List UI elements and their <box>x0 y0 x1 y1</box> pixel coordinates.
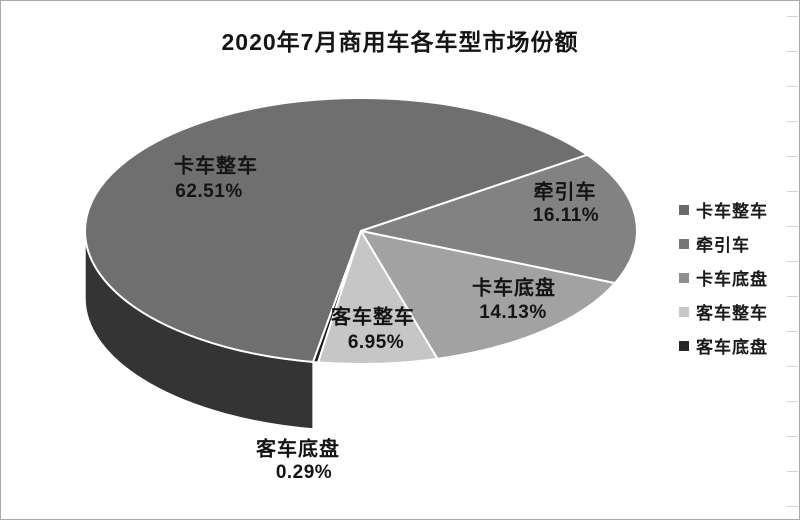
legend-label: 卡车底盘 <box>696 270 768 289</box>
grid-stub <box>787 401 798 402</box>
grid-stub <box>787 226 798 227</box>
legend-swatch <box>679 204 689 215</box>
slice-label-value: 62.51% <box>175 181 243 202</box>
legend: 卡车整车牵引车卡车底盘客车整车客车底盘 <box>679 201 768 371</box>
grid-stub <box>787 506 798 507</box>
slice-label-name: 卡车整车 <box>174 155 258 178</box>
chart-title: 2020年7月商用车各车型市场份额 <box>221 29 579 55</box>
grid-stub <box>787 16 798 17</box>
legend-label: 卡车整车 <box>696 202 768 221</box>
legend-item: 客车底盘 <box>679 337 768 357</box>
legend-item: 卡车底盘 <box>679 269 768 289</box>
slice-label-name: 牵引车 <box>533 181 597 204</box>
grid-stub <box>787 436 798 437</box>
grid-stub <box>787 366 798 367</box>
grid-stub <box>787 191 798 192</box>
grid-stub <box>787 471 798 472</box>
legend-item: 客车整车 <box>679 303 768 323</box>
legend-swatch <box>679 238 689 249</box>
slice-label-value: 6.95% <box>347 332 405 353</box>
legend-swatch <box>679 340 689 351</box>
grid-stub <box>787 86 798 87</box>
pie-slice <box>317 230 439 365</box>
pie-slice <box>360 230 616 360</box>
slice-label-name: 客车底盘 <box>256 438 340 461</box>
pie-slice <box>84 97 589 363</box>
legend-swatch <box>679 306 689 317</box>
legend-label: 客车底盘 <box>696 338 768 357</box>
grid-stub <box>787 51 798 52</box>
legend-label: 客车整车 <box>696 304 768 323</box>
slice-label-value: 0.29% <box>275 462 333 483</box>
legend-label: 牵引车 <box>696 236 750 255</box>
grid-stub <box>787 261 798 262</box>
legend-item: 卡车整车 <box>679 201 768 221</box>
grid-stub <box>787 331 798 332</box>
pie-slice <box>312 230 362 364</box>
pie-slice <box>360 153 638 285</box>
grid-stub <box>787 296 798 297</box>
grid-stub <box>787 156 798 157</box>
slice-label-name: 客车整车 <box>331 306 415 329</box>
legend-swatch <box>679 272 689 283</box>
slice-label-name: 卡车底盘 <box>472 277 556 300</box>
slice-label-value: 16.11% <box>532 205 600 226</box>
grid-stub <box>787 121 798 122</box>
slice-label-value: 14.13% <box>479 302 547 323</box>
legend-item: 牵引车 <box>679 235 768 255</box>
